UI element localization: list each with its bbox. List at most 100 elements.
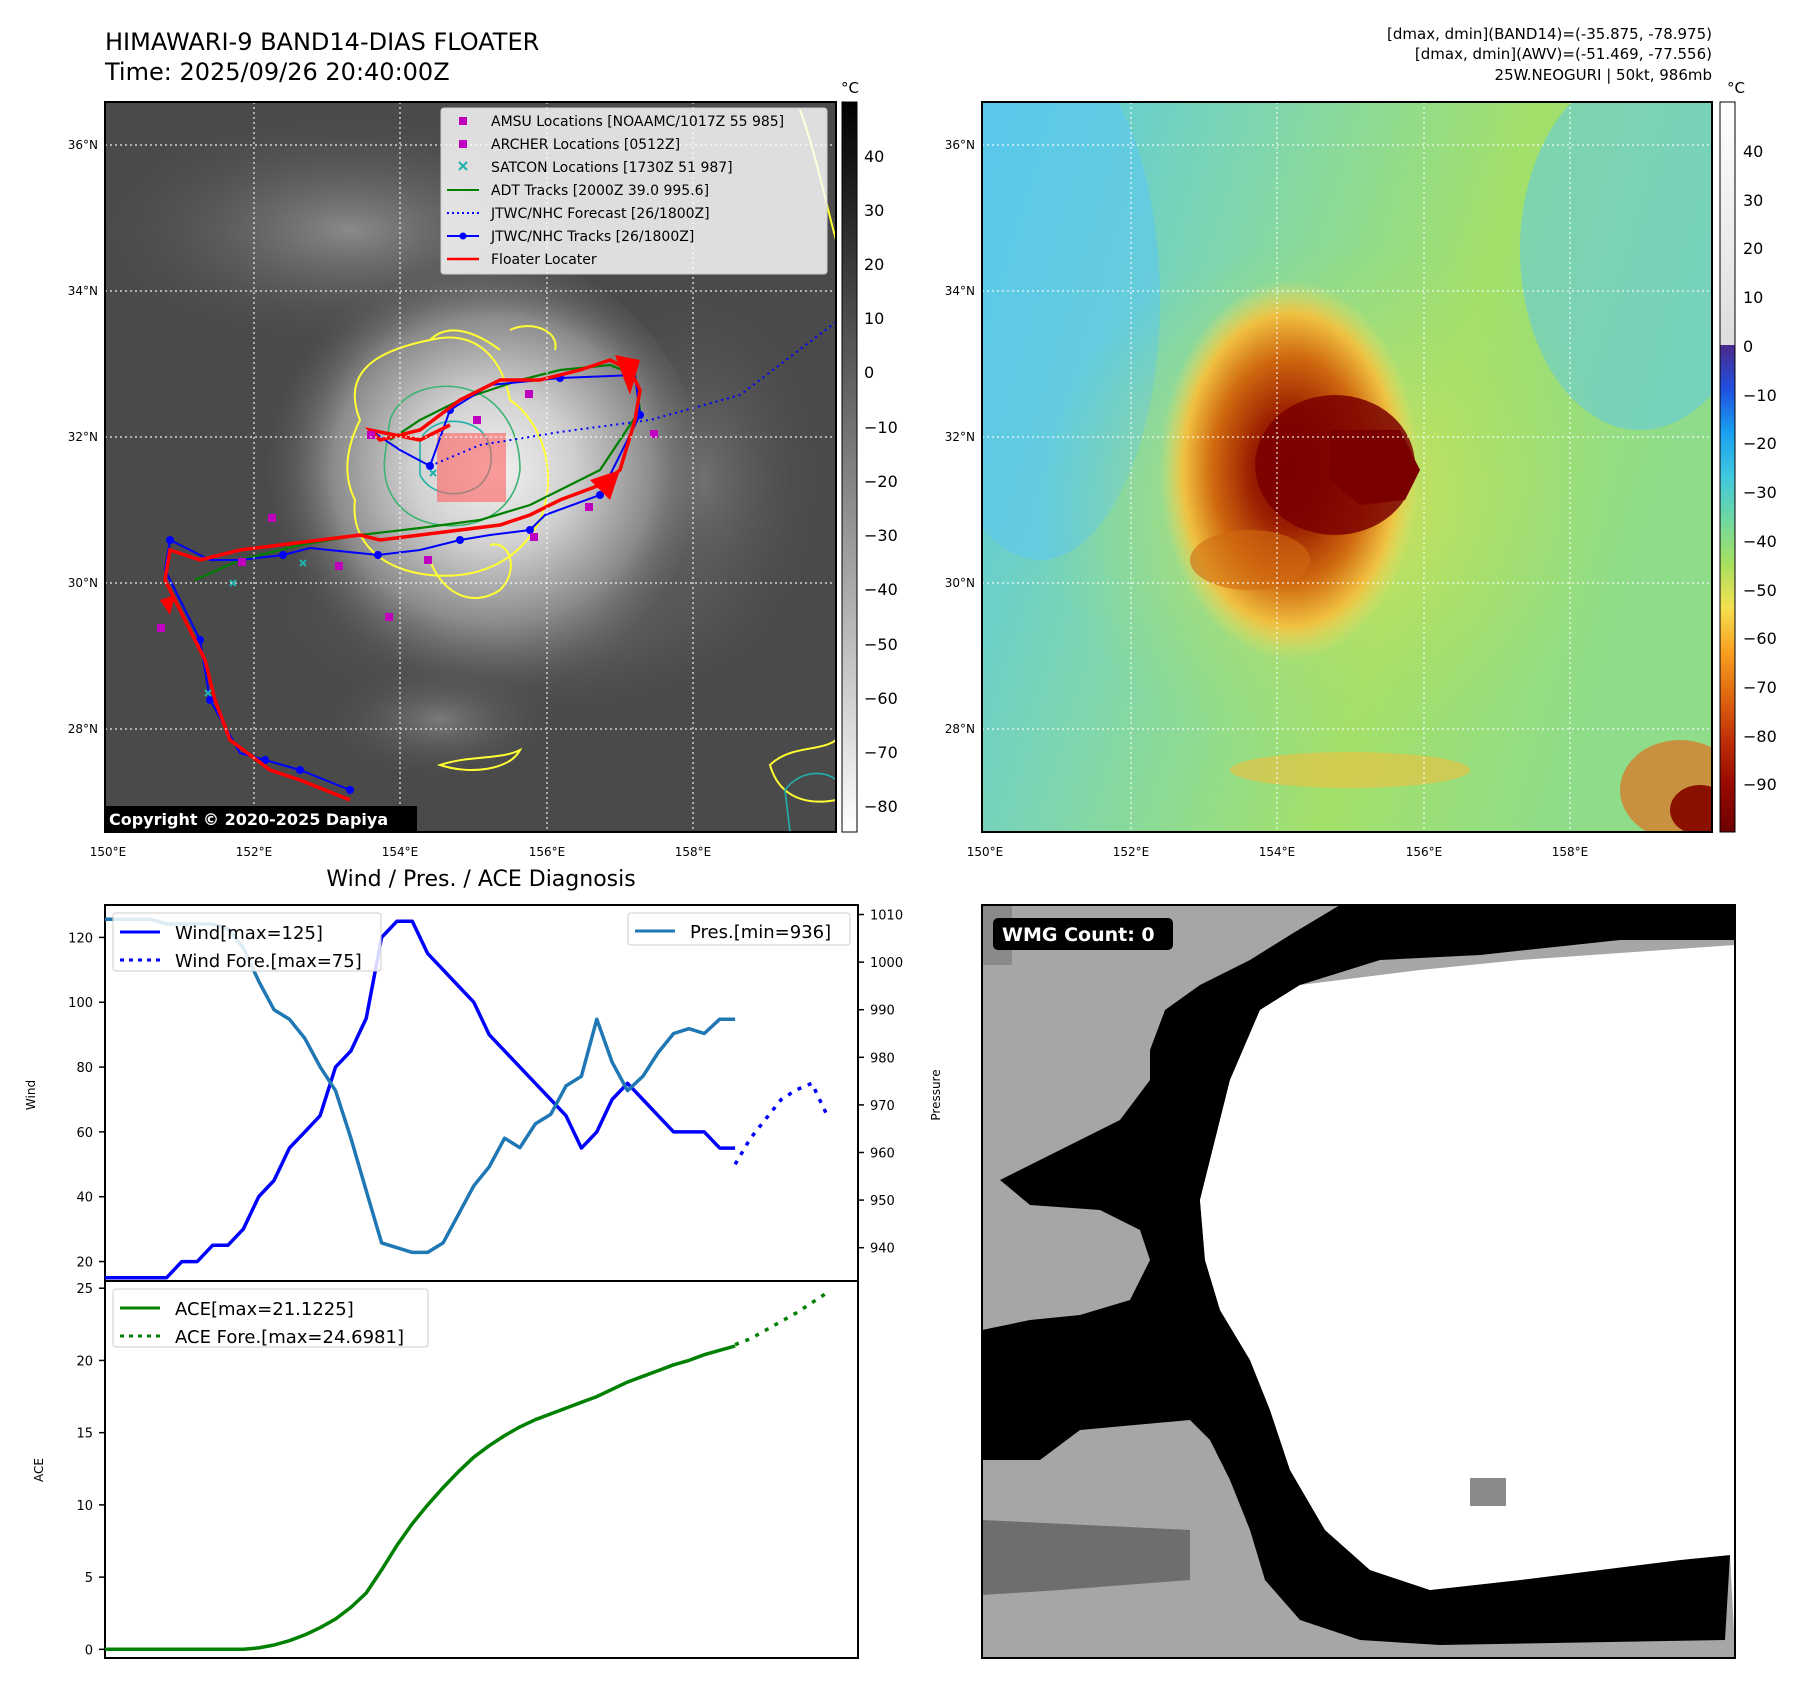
awv-cbar-tick: −50	[1743, 581, 1777, 600]
ir-cbar-tick: 10	[864, 309, 884, 328]
wmg-imagery	[982, 905, 1735, 1658]
ytick-label: 20	[76, 1354, 93, 1369]
ir-cbar-tick: 20	[864, 255, 884, 274]
ir-cbar-tick: −60	[864, 689, 898, 708]
awv-cbar-tick: 40	[1743, 142, 1763, 161]
awv-cbar-tick: 0	[1743, 337, 1753, 356]
ytick-label: 40	[76, 1191, 93, 1206]
pressure-axis-label: Pressure	[929, 1069, 943, 1120]
awv-colorbar: °C 40 30 20 10 0 −10 −20 −30 −40 −50 −60…	[1719, 79, 1777, 833]
ir-lat-label: 28°N	[68, 722, 98, 736]
ytick-label: 60	[76, 1126, 93, 1141]
y2tick-label: 1010	[870, 909, 903, 924]
awv-cbar-tick: 30	[1743, 191, 1763, 210]
ir-cbar-tick: −50	[864, 635, 898, 654]
ir-colorbar: °C 40 30 20 10 0 −10 −20 −30 −40 −50 −60…	[841, 79, 898, 833]
ir-cbar-tick: −70	[864, 743, 898, 762]
pressure-yticks: 940 950 960 970 980 990 1000 1010	[858, 909, 903, 1257]
y2tick-label: 940	[870, 1242, 895, 1257]
awv-cbar-tick: 10	[1743, 288, 1763, 307]
ace-chart: 0 5 10 15 20 25 ACE ACE[max=21.1225] ACE Fore…	[32, 1280, 859, 1659]
ir-lon-label: 150°E	[90, 845, 127, 859]
legend-forecast-label: JTWC/NHC Forecast [26/1800Z]	[490, 206, 710, 222]
legend-ace-fore-label: ACE Fore.[max=24.6981]	[175, 1327, 404, 1348]
wind-yticks: 20 40 60 80 100 120	[68, 931, 105, 1271]
ir-lon-label: 152°E	[236, 845, 273, 859]
awv-cbar-tick: −70	[1743, 678, 1777, 697]
legend-tracks-dot	[459, 232, 467, 240]
legend-adt-label: ADT Tracks [2000Z 39.0 995.6]	[491, 183, 709, 199]
ir-lat-label: 34°N	[68, 284, 98, 298]
awv-cbar-tick: 20	[1743, 239, 1763, 258]
ytick-label: 10	[76, 1499, 93, 1514]
awv-cbar-tick: −60	[1743, 629, 1777, 648]
wind-legend: Wind[max=125] Wind Fore.[max=75]	[112, 912, 382, 972]
ytick-label: 100	[68, 996, 93, 1011]
ytick-label: 5	[85, 1571, 93, 1586]
awv-colorbar-unit: °C	[1727, 79, 1745, 97]
legend-archer-label: ARCHER Locations [0512Z]	[491, 137, 680, 153]
awv-lon-label: 154°E	[1259, 845, 1296, 859]
ytick-label: 0	[85, 1643, 93, 1658]
legend-pressure-label: Pres.[min=936]	[690, 922, 831, 943]
awv-lat-label: 30°N	[945, 576, 975, 590]
ir-lon-label: 158°E	[675, 845, 712, 859]
awv-imagery	[982, 102, 1712, 832]
y2tick-label: 980	[870, 1051, 895, 1066]
awv-cbar-tick: −30	[1743, 483, 1777, 502]
legend-ace-label: ACE[max=21.1225]	[175, 1299, 354, 1320]
info-storm-name: 25W.NEOGURI | 50kt, 986mb	[1495, 66, 1712, 84]
info-awv-range: [dmax, dmin](AWV)=(-51.469, -77.556)	[1415, 45, 1712, 63]
series-line-1	[733, 1081, 829, 1166]
ytick-label: 120	[68, 931, 93, 946]
floater-box	[437, 433, 506, 502]
figure-time: Time: 2025/09/26 20:40:00Z	[104, 58, 450, 86]
awv-lon-label: 152°E	[1113, 845, 1150, 859]
ace-legend: ACE[max=21.1225] ACE Fore.[max=24.6981]	[112, 1288, 429, 1348]
awv-satellite-panel: 36°N 34°N 32°N 30°N 28°N 150°E 152°E 154…	[945, 79, 1777, 859]
ir-cbar-tick: −30	[864, 526, 898, 545]
ytick-label: 15	[76, 1427, 93, 1442]
figure-title: HIMAWARI-9 BAND14-DIAS FLOATER	[105, 28, 539, 56]
series-line-0	[105, 1344, 736, 1652]
legend-archer-marker	[459, 140, 467, 148]
awv-cbar-tick: −80	[1743, 727, 1777, 746]
diagnosis-title: Wind / Pres. / ACE Diagnosis	[326, 867, 635, 892]
legend-amsu-marker	[459, 117, 467, 125]
awv-gridlines	[982, 102, 1712, 832]
ir-legend: AMSU Locations [NOAAMC/1017Z 55 985] ARC…	[440, 107, 828, 275]
ytick-label: 25	[76, 1282, 93, 1297]
awv-lat-label: 34°N	[945, 284, 975, 298]
ir-cbar-tick: −40	[864, 580, 898, 599]
legend-floater-label: Floater Locater	[491, 252, 597, 268]
copyright-text: Copyright © 2020-2025 Dapiya	[109, 810, 388, 829]
ytick-label: 20	[76, 1256, 93, 1271]
legend-wind-label: Wind[max=125]	[175, 923, 323, 944]
awv-cbar-tick: −90	[1743, 775, 1777, 794]
ir-lon-label: 156°E	[529, 845, 566, 859]
wmg-panel: WMG Count: 0	[981, 904, 1736, 1659]
ir-cbar-tick: −80	[864, 797, 898, 816]
legend-satcon-marker	[458, 161, 468, 171]
y2tick-label: 950	[870, 1194, 895, 1209]
ir-cbar-tick: 30	[864, 201, 884, 220]
ir-lon-label: 154°E	[382, 845, 419, 859]
awv-lat-label: 32°N	[945, 430, 975, 444]
ir-lat-label: 36°N	[68, 138, 98, 152]
wmg-count-label: WMG Count: 0	[1002, 924, 1155, 946]
ace-lines	[105, 1291, 829, 1652]
ace-axis-label: ACE	[32, 1458, 46, 1482]
wind-axis-label: Wind	[24, 1080, 38, 1110]
awv-lon-label: 158°E	[1552, 845, 1589, 859]
awv-cbar-tick: −10	[1743, 386, 1777, 405]
y2tick-label: 970	[870, 1099, 895, 1114]
ir-lat-label: 32°N	[68, 430, 98, 444]
ir-cbar-tick: 0	[864, 363, 874, 382]
info-band14-range: [dmax, dmin](BAND14)=(-35.875, -78.975)	[1387, 25, 1712, 43]
awv-cbar-tick: −40	[1743, 532, 1777, 551]
ir-colorbar-unit: °C	[841, 79, 859, 97]
awv-lat-label: 28°N	[945, 722, 975, 736]
legend-tracks-label: JTWC/NHC Tracks [26/1800Z]	[490, 229, 694, 245]
ir-lat-label: 30°N	[68, 576, 98, 590]
